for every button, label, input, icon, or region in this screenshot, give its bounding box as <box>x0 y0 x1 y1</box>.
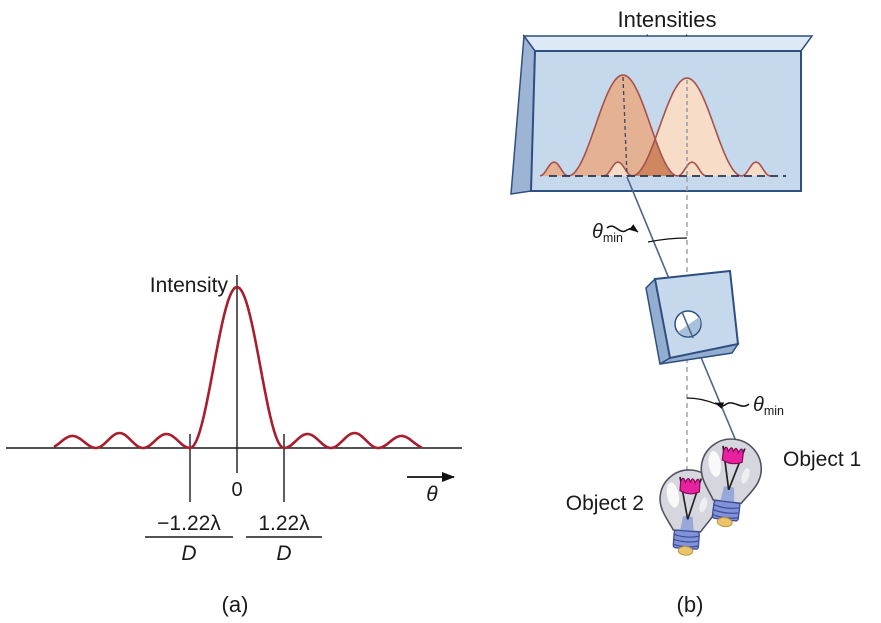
left-peak-axis-dashed <box>622 76 628 177</box>
intensities-title: Intensities <box>617 7 716 32</box>
pattern-overlap-region <box>632 141 678 176</box>
left-fraction-denominator: D <box>181 542 196 565</box>
aperture-hole-shading <box>678 317 701 337</box>
theta-min-upper-label: θmin <box>592 221 623 245</box>
theta-axis-label: θ <box>426 483 438 506</box>
right-fraction-denominator: D <box>276 542 291 565</box>
theta-min-upper-squiggle-arrow <box>606 224 639 233</box>
intensity-axis-label: Intensity <box>150 274 229 297</box>
object2-label: Object 2 <box>566 492 644 515</box>
panel-b-resolution-diagram: Intensities θmin <box>510 7 861 617</box>
ray-through-hole <box>681 311 694 339</box>
zero-tick-label: 0 <box>231 479 242 501</box>
theta-min-lower-squiggle-arrow <box>714 402 750 410</box>
theta-min-lower-label: θmin <box>753 394 784 418</box>
ray-object1-upper <box>626 176 671 282</box>
left-fraction-numerator: −1.22λ <box>157 512 221 535</box>
pattern-right-fill <box>604 78 770 176</box>
object1-label: Object 1 <box>783 448 861 471</box>
panel-b-caption: (b) <box>677 592 704 617</box>
right-fraction-numerator: 1.22λ <box>258 512 310 535</box>
theta-min-lower-angle-arc <box>686 397 717 405</box>
diffraction-intensity-curve <box>53 285 423 450</box>
screen-top-face <box>522 35 814 52</box>
theta-min-upper-angle-arc <box>647 237 688 243</box>
panel-a-diffraction-plot: Intensity 0 −1.22λ D 1.22λ D θ (a) <box>6 274 462 617</box>
panel-a-caption: (a) <box>222 592 249 617</box>
pattern-left-fill <box>540 75 706 176</box>
